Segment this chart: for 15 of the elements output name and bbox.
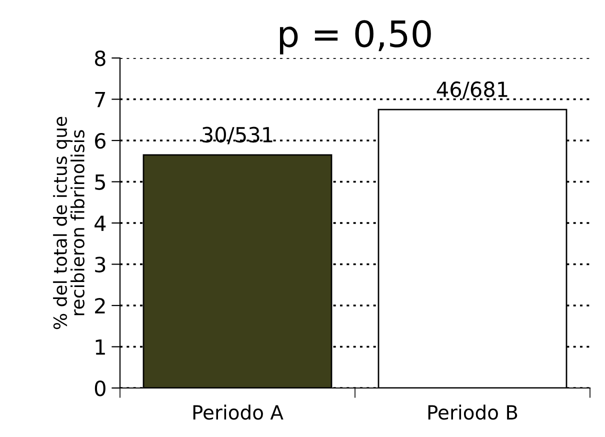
y-tick-label: 5 bbox=[95, 174, 105, 190]
chart-title: p = 0,50 bbox=[280, 20, 431, 54]
y-axis-title: % del total de ictus que recibieron fibrinolisis bbox=[53, 116, 84, 330]
x-tick-label: Periodo B bbox=[428, 404, 518, 420]
x-tick-label: Periodo A bbox=[193, 404, 284, 420]
y-tick-label: 7 bbox=[95, 92, 106, 108]
y-tick-label: 1 bbox=[96, 339, 105, 355]
y-tick-label: 6 bbox=[95, 132, 106, 149]
data-label: 30/531 bbox=[202, 126, 272, 144]
y-tick-label: 4 bbox=[94, 216, 106, 231]
y-tick-label: 8 bbox=[94, 50, 106, 66]
data-label: 46/681 bbox=[436, 81, 508, 99]
y-tick-label: 2 bbox=[95, 298, 105, 314]
y-tick-label: 0 bbox=[94, 380, 106, 396]
y-tick-label: 3 bbox=[95, 256, 106, 272]
